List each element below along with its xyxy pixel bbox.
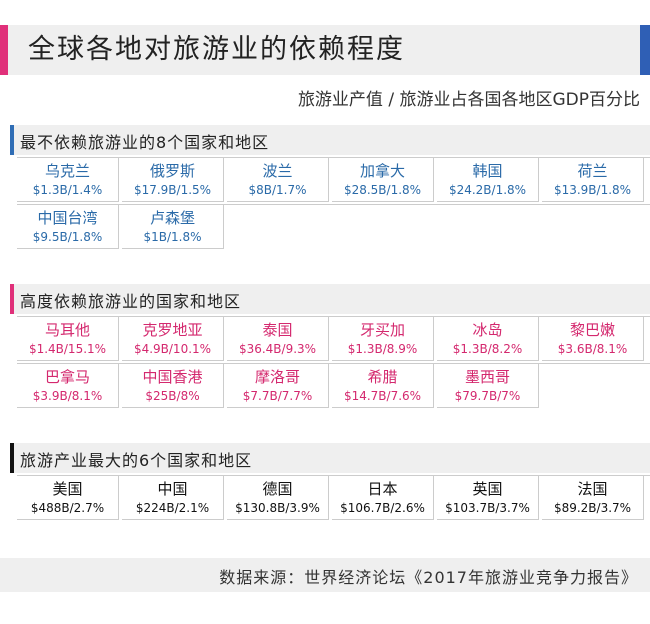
subtitle: 旅游业产值 / 旅游业占各国各地区GDP百分比 xyxy=(297,90,640,110)
row-line xyxy=(17,475,650,476)
region-value: $488B/2.7% xyxy=(30,501,105,515)
row-line xyxy=(17,363,650,364)
region-name: 德国 xyxy=(262,480,293,498)
region-value: $1.3B/1.4% xyxy=(32,183,103,197)
source: 数据来源：世界经济论坛《2017年旅游业竞争力报告》 xyxy=(219,568,638,587)
region-name: 墨西哥 xyxy=(464,368,510,386)
accent-bar xyxy=(10,125,14,155)
accent-bar xyxy=(10,443,14,473)
cell: 俄罗斯 $17.9B/1.5% xyxy=(122,158,224,202)
cell: 中国 $224B/2.1% xyxy=(122,476,224,520)
region-name: 加拿大 xyxy=(359,162,405,180)
region-value: $8B/1.7% xyxy=(248,183,307,197)
region-value: $106.7B/2.6% xyxy=(340,501,425,515)
region-name: 韩国 xyxy=(472,162,503,180)
region-value: $36.4B/9.3% xyxy=(238,342,317,356)
region-name: 日本 xyxy=(367,480,398,498)
region-value: $1.4B/15.1% xyxy=(28,342,107,356)
region-name: 马耳他 xyxy=(44,321,90,339)
cell: 巴拿马 $3.9B/8.1% xyxy=(17,364,119,408)
region-name: 摩洛哥 xyxy=(254,368,300,386)
region-value: $28.5B/1.8% xyxy=(343,183,422,197)
region-name: 波兰 xyxy=(262,162,293,180)
region-name: 巴拿马 xyxy=(44,368,90,386)
region-name: 克罗地亚 xyxy=(142,321,203,339)
row-line xyxy=(17,204,650,205)
region-name: 冰岛 xyxy=(472,321,503,339)
cell: 美国 $488B/2.7% xyxy=(17,476,119,520)
region-value: $13.9B/1.8% xyxy=(553,183,632,197)
region-value: $103.7B/3.7% xyxy=(445,501,530,515)
title: 全球各地对旅游业的依赖程度 xyxy=(28,34,405,65)
region-value: $7.7B/7.7% xyxy=(242,389,313,403)
cell: 泰国 $36.4B/9.3% xyxy=(227,317,329,361)
cell: 卢森堡 $1B/1.8% xyxy=(122,205,224,249)
section-title: 最不依赖旅游业的8个国家和地区 xyxy=(20,133,270,152)
region-value: $1B/1.8% xyxy=(143,230,202,244)
region-value: $14.7B/7.6% xyxy=(343,389,422,403)
region-name: 中国香港 xyxy=(142,368,203,386)
region-name: 英国 xyxy=(472,480,503,498)
region-value: $79.7B/7% xyxy=(454,389,521,403)
region-name: 中国 xyxy=(157,480,188,498)
region-value: $25B/8% xyxy=(145,389,200,403)
region-name: 希腊 xyxy=(367,368,398,386)
section-header: 最不依赖旅游业的8个国家和地区 xyxy=(10,125,650,155)
section-header: 高度依赖旅游业的国家和地区 xyxy=(10,284,650,314)
region-name: 法国 xyxy=(577,480,608,498)
cell: 中国香港 $25B/8% xyxy=(122,364,224,408)
row-line xyxy=(17,316,650,317)
region-name: 泰国 xyxy=(262,321,293,339)
accent-bar xyxy=(10,284,14,314)
region-name: 乌克兰 xyxy=(44,162,90,180)
region-value: $3.6B/8.1% xyxy=(557,342,628,356)
cell: 克罗地亚 $4.9B/10.1% xyxy=(122,317,224,361)
region-value: $4.9B/10.1% xyxy=(133,342,212,356)
region-value: $89.2B/3.7% xyxy=(553,501,632,515)
cell: 墨西哥 $79.7B/7% xyxy=(437,364,539,408)
region-value: $1.3B/8.9% xyxy=(347,342,418,356)
cell: 乌克兰 $1.3B/1.4% xyxy=(17,158,119,202)
region-name: 美国 xyxy=(52,480,83,498)
cell: 法国 $89.2B/3.7% xyxy=(542,476,644,520)
cell: 荷兰 $13.9B/1.8% xyxy=(542,158,644,202)
cell: 英国 $103.7B/3.7% xyxy=(437,476,539,520)
cell: 摩洛哥 $7.7B/7.7% xyxy=(227,364,329,408)
region-name: 荷兰 xyxy=(577,162,608,180)
cell: 牙买加 $1.3B/8.9% xyxy=(332,317,434,361)
cell: 冰岛 $1.3B/8.2% xyxy=(437,317,539,361)
region-value: $24.2B/1.8% xyxy=(448,183,527,197)
region-name: 卢森堡 xyxy=(149,209,195,227)
header-band xyxy=(0,25,650,75)
region-value: $130.8B/3.9% xyxy=(235,501,320,515)
cell: 黎巴嫩 $3.6B/8.1% xyxy=(542,317,644,361)
region-value: $3.9B/8.1% xyxy=(32,389,103,403)
cell: 波兰 $8B/1.7% xyxy=(227,158,329,202)
region-name: 中国台湾 xyxy=(37,209,98,227)
region-value: $224B/2.1% xyxy=(135,501,210,515)
region-value: $17.9B/1.5% xyxy=(133,183,212,197)
cell: 加拿大 $28.5B/1.8% xyxy=(332,158,434,202)
cell: 马耳他 $1.4B/15.1% xyxy=(17,317,119,361)
row-line xyxy=(17,157,650,158)
section-title: 高度依赖旅游业的国家和地区 xyxy=(20,292,242,311)
region-name: 牙买加 xyxy=(359,321,405,339)
footer-band xyxy=(0,558,650,592)
cell: 德国 $130.8B/3.9% xyxy=(227,476,329,520)
region-value: $9.5B/1.8% xyxy=(32,230,103,244)
region-value: $1.3B/8.2% xyxy=(452,342,523,356)
cell: 日本 $106.7B/2.6% xyxy=(332,476,434,520)
cell: 中国台湾 $9.5B/1.8% xyxy=(17,205,119,249)
region-name: 黎巴嫩 xyxy=(569,321,615,339)
cell: 韩国 $24.2B/1.8% xyxy=(437,158,539,202)
region-name: 俄罗斯 xyxy=(149,162,195,180)
section-header: 旅游产业最大的6个国家和地区 xyxy=(10,443,650,473)
section-title: 旅游产业最大的6个国家和地区 xyxy=(20,451,253,470)
cell: 希腊 $14.7B/7.6% xyxy=(332,364,434,408)
